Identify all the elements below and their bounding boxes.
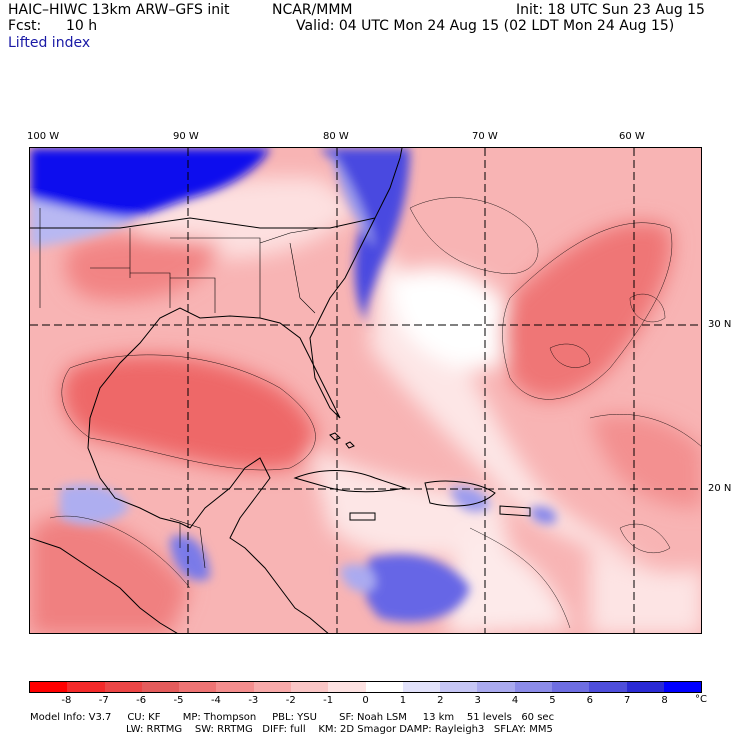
colorbar-cell [551,682,590,692]
lon-label-90w: 90 W [173,131,199,142]
colorbar-tick-label: -5 [173,695,184,706]
colorbar-cell [328,682,366,692]
colorbar-tick-label: -3 [248,695,259,706]
model-info-line-2: LW: RRTMG SW: RRTMG DIFF: full KM: 2D Sm… [126,724,553,735]
state-borders [39,208,321,569]
colorbar-tick-label: -8 [61,695,72,706]
colorbar-cell [67,682,105,692]
lat-label-30n: 30 N [708,319,732,330]
colorbar-tick-label: 8 [661,695,668,706]
colorbar-cell [477,682,515,692]
map-canvas [30,148,701,633]
lon-label-70w: 70 W [472,131,498,142]
colorbar-tick-label: -2 [285,695,296,706]
lat-lon-grid [30,148,701,633]
lat-label-20n: 20 N [708,483,732,494]
colorbar-tick-label: 5 [549,695,556,706]
colorbar-tick-label: -6 [136,695,147,706]
colorbar-tick-label: -4 [210,695,221,706]
colorbar-cell [626,682,664,692]
colorbar-tick-label: 6 [586,695,594,706]
colorbar-cell [589,682,627,692]
org-label: NCAR/MMM [272,2,353,18]
valid-time: Valid: 04 UTC Mon 24 Aug 15 (02 LDT Mon … [296,18,675,34]
lon-label-100w: 100 W [27,131,60,142]
colorbar-cell [216,682,254,692]
colorbar-cell [30,682,68,692]
colorbar-cell [141,682,180,692]
colorbar-cell [365,682,403,692]
colorbar-cell [514,682,552,692]
colorbar-cell [253,682,291,692]
colorbar-tick-label: 2 [437,695,444,706]
colorbar-cell [104,682,142,692]
model-info-line-1: Model Info: V3.7 CU: KF MP: Thompson PBL… [30,712,555,723]
lifted-index-map [29,147,702,634]
colorbar-cell [663,682,702,692]
init-time: Init: 18 UTC Sun 23 Aug 15 [516,2,705,18]
field-shading [30,177,701,633]
field-name: Lifted index [8,35,91,51]
colorbar-tick-label: -1 [323,695,334,706]
forecast-label: Fcst: [8,18,42,34]
model-title: HAIC–HIWC 13km ARW–GFS init [8,2,230,18]
colorbar-unit: °C [695,694,707,705]
forecast-hour: 10 h [66,18,98,34]
colorbar-tick-label: -7 [98,695,109,706]
colorbar-cell [402,682,441,692]
colorbar-cell [440,682,478,692]
lon-label-80w: 80 W [323,131,349,142]
colorbar-cell [179,682,217,692]
colorbar-tick-label: 0 [362,695,369,706]
colorbar-tick-label: 3 [474,695,481,706]
colorbar-tick-label: 7 [624,695,631,706]
colorbar-tick-label: 4 [511,695,519,706]
colorbar-tick-label: 1 [399,695,407,706]
contours [49,197,701,629]
colorbar-cell [290,682,329,692]
lon-label-60w: 60 W [619,131,645,142]
colorbar [29,681,702,693]
coastlines [30,148,531,633]
